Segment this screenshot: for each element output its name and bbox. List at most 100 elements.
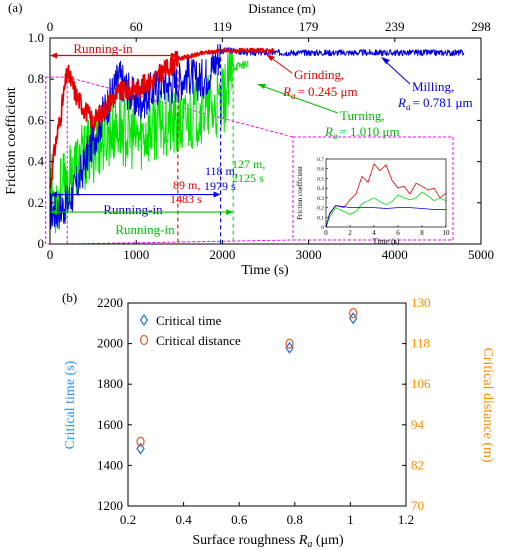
inset-y-tick-label-0-5: 0.5 (317, 176, 324, 182)
plot-a-frame (49, 37, 482, 245)
grinding-ra-sub: a (291, 91, 296, 101)
inset-y-tick-label-0-6: 0.6 (317, 167, 324, 173)
top-axis-ticks: 0 60 119 179 239 298 (47, 19, 491, 42)
top-tick-label-239: 239 (385, 19, 405, 34)
y-axis-label: Friction coefficient (4, 87, 19, 195)
milling-critical-label: 118 m, 1979 s (204, 164, 238, 193)
running-in-green-arrow: Running-in (50, 209, 234, 237)
inset-y-tick-label-0-3: 0.3 (317, 196, 324, 202)
left-tick-label-2200: 2200 (97, 295, 123, 310)
running-in-top-arrowhead-left (50, 52, 57, 59)
turning-pointer-line (261, 85, 339, 114)
turning-ra-sub: a (333, 131, 338, 141)
inset-series-grinding (325, 163, 447, 228)
milling-series-label: Milling, Ra = 0.781 μm (381, 57, 473, 112)
grinding-name: Grinding, (294, 67, 344, 82)
inset-frame (325, 158, 447, 228)
right-tick-label-82: 82 (411, 457, 424, 472)
right-tick-label-70: 70 (411, 498, 424, 513)
x-axis-label: Time (s) (241, 263, 289, 278)
inset-series-milling (325, 205, 446, 228)
turning-name: Turning, (340, 108, 385, 123)
milling-name: Milling, (412, 79, 454, 94)
running-in-blue-arrow: Running-in (50, 191, 221, 217)
inset-x-tick-label-4: 4 (372, 229, 376, 237)
inset-chart: 0 2 4 6 8 10 0 0.1 0.2 0.3 0.4 0.5 0.6 0.7 Friction c… (296, 157, 450, 246)
milling-pointer-head (381, 57, 390, 64)
x-tick-label-3000: 3000 (296, 247, 322, 262)
turning-critical-time: 2125 s (232, 171, 264, 185)
running-in-green-arrowhead-left (50, 209, 57, 216)
legend-diamond-marker (139, 313, 149, 327)
left-axis-label: Critical time (s) (63, 360, 78, 449)
grinding-ra: Ra = 0.245 μm (282, 84, 358, 101)
x-axis-ticks: 0 1000 2000 3000 4000 5000 (47, 240, 494, 262)
grinding-ra-symbol: R (282, 84, 291, 99)
plot-b-frame (127, 302, 407, 507)
x-tick-label-2000: 2000 (209, 247, 235, 262)
milling-ra-symbol: R (397, 95, 406, 110)
top-tick-label-0: 0 (47, 19, 54, 34)
right-tick-label-106: 106 (411, 376, 431, 391)
x-tick-label-1000: 1000 (123, 247, 149, 262)
milling-critical-distance: 118 m, (205, 164, 238, 178)
critical-time-marker-2 (285, 341, 294, 354)
grinding-critical-distance: 89 m, (173, 178, 200, 192)
panel-a-label: (a) (8, 0, 22, 15)
inset-x-tick-label-0: 0 (324, 229, 328, 237)
inset-x-tick-label-6: 6 (396, 229, 400, 237)
scatter-markers (136, 308, 358, 455)
inset-y-tick-label-0-1: 0.1 (317, 215, 324, 221)
grinding-critical-time: 1483 s (170, 192, 202, 206)
turning-ra: Ra = 1.010 μm (324, 124, 400, 141)
milling-critical-time: 1979 s (204, 179, 236, 193)
milling-pointer-line (384, 60, 411, 85)
turning-ra-value: = 1.010 μm (339, 124, 399, 139)
turning-ra-symbol: R (324, 124, 333, 139)
inset-x-tick-label-2: 2 (348, 229, 352, 237)
inset-series-group (325, 163, 447, 228)
friction-series-group (49, 43, 465, 234)
series-grinding (49, 47, 275, 189)
grinding-ra-value: = 0.245 μm (297, 84, 357, 99)
x-axis-ticks-b: 0.2 0.4 0.6 0.8 1 1.2 (120, 502, 414, 527)
turning-critical-distance: 127 m, (232, 157, 265, 171)
right-axis-label: Critical distance (m) (480, 347, 495, 462)
running-in-top-arrow: Running-in (50, 41, 178, 59)
x-tick-label-5000: 5000 (468, 247, 494, 262)
turning-critical-label: 127 m, 2125 s (232, 157, 265, 185)
y-tick-label-0-4: 0.4 (28, 154, 45, 169)
legend-critical-distance: Critical distance (156, 333, 241, 348)
running-in-green-label: Running-in (115, 222, 175, 237)
milling-ra-value: = 0.781 μm (412, 95, 472, 110)
inset-y-tick-label-0-4: 0.4 (317, 186, 324, 192)
turning-series-label: Turning, Ra = 1.010 μm (257, 84, 400, 141)
top-axis-label: Distance (m) (248, 1, 316, 16)
running-in-blue-arrowhead-right (213, 191, 221, 198)
inset-x-label: Time (s) (372, 237, 399, 246)
inset-y-tick-label-0-7: 0.7 (317, 157, 324, 163)
top-tick-label-60: 60 (130, 19, 143, 34)
x-label-main: Surface roughness (192, 533, 299, 548)
left-axis-ticks: 1200 1400 1600 1800 2000 2200 (97, 295, 132, 513)
right-axis-ticks: 70 82 94 106 118 130 (402, 295, 431, 513)
inset-y-label: Friction coefficient (296, 166, 304, 220)
y-tick-label-0-8: 0.8 (28, 71, 44, 86)
x-tick-label-0: 0 (47, 247, 54, 262)
left-tick-label-1800: 1800 (97, 376, 123, 391)
b-x-tick-label-0-2: 0.2 (120, 512, 136, 527)
panel-a: (a) Distance (m) 0 60 119 179 239 298 00.20.4… (4, 0, 494, 278)
critical-time-marker-1 (136, 442, 145, 455)
zoom-connector-bottom (67, 239, 294, 245)
critical-distance-marker-3 (349, 308, 358, 319)
grinding-pointer-head (266, 54, 275, 61)
left-tick-label-1600: 1600 (97, 417, 123, 432)
running-in-top-label: Running-in (73, 41, 133, 56)
b-x-tick-label-0-8: 0.8 (287, 512, 303, 527)
inset-series-turning (325, 191, 447, 228)
running-in-blue-label: Running-in (103, 202, 163, 217)
b-x-tick-label-0-4: 0.4 (175, 512, 192, 527)
x-axis-label-b: Surface roughness Ra (μm) (192, 533, 344, 550)
